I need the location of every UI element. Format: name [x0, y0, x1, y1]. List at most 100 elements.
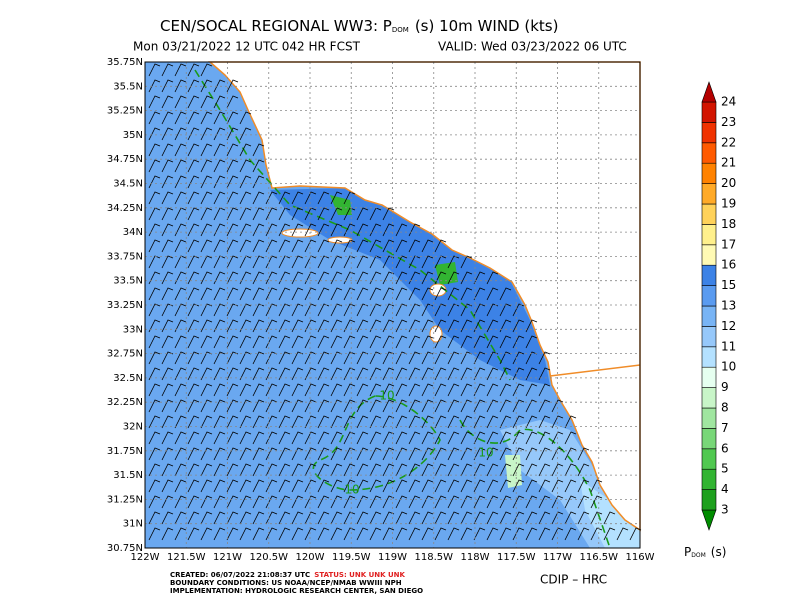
wind-barb: [278, 303, 291, 317]
colorbar-box: [701, 346, 717, 368]
wind-barb: [304, 287, 317, 301]
valid-time: VALID: Wed 03/23/2022 06 UTC: [438, 40, 627, 54]
wind-barb: [356, 319, 369, 333]
wind-barb: [434, 351, 447, 365]
wind-barb: [265, 511, 278, 525]
wind-barb: [278, 271, 291, 285]
wind-barb: [161, 399, 174, 413]
wind-barb: [213, 399, 226, 413]
wind-barb: [356, 239, 369, 253]
colorbar-box: [701, 101, 717, 123]
wind-barb: [382, 303, 395, 317]
wind-barb: [564, 527, 577, 541]
colorbar-level: 16: [721, 258, 736, 272]
wind-barb: [187, 95, 200, 109]
wind-barb: [291, 399, 304, 413]
wind-barb: [317, 479, 330, 493]
wind-barb: [499, 447, 512, 461]
wind-barb: [226, 335, 239, 349]
wind-barb: [538, 447, 551, 461]
green-patch: [505, 455, 522, 488]
wind-barb: [538, 463, 551, 477]
wind-barb: [200, 63, 213, 77]
lat-label: 32N: [123, 422, 143, 433]
wind-barb: [213, 287, 226, 301]
wind-barb: [187, 79, 200, 93]
wind-barb: [174, 335, 187, 349]
wind-barb: [265, 223, 278, 237]
wind-barb: [148, 447, 161, 461]
wind-barb: [278, 527, 291, 541]
wind-barb: [460, 479, 473, 493]
colorbar-level: 6: [721, 441, 729, 455]
contour-label: 10: [478, 446, 493, 460]
wind-barb: [304, 463, 317, 477]
wind-barb: [408, 511, 421, 525]
wind-barb: [317, 255, 330, 269]
wind-barb: [434, 447, 447, 461]
wind-barb: [525, 527, 538, 541]
lon-label: 117W: [543, 552, 572, 563]
lat-label: 34.75N: [107, 154, 143, 165]
wind-barb: [239, 239, 252, 253]
wind-barb: [317, 319, 330, 333]
wind-barb: [174, 143, 187, 157]
cb-label-post: (s): [711, 545, 727, 559]
lat-label: 35.5N: [113, 81, 143, 92]
wind-barb: [252, 255, 265, 269]
wind-barb: [330, 223, 343, 237]
wind-barb: [317, 495, 330, 509]
wind-barb: [512, 335, 525, 349]
wind-barb: [369, 463, 382, 477]
wind-barb: [330, 191, 343, 205]
wind-barb: [304, 191, 317, 205]
lon-label: 121W: [213, 552, 242, 563]
wind-barb: [252, 479, 265, 493]
wind-barb: [382, 527, 395, 541]
wind-barb: [148, 127, 161, 141]
colorbar-level: 24: [721, 95, 736, 109]
wind-barb: [200, 415, 213, 429]
colorbar-triangle: [701, 509, 717, 531]
wind-barb: [252, 431, 265, 445]
wind-barb: [226, 127, 239, 141]
wind-barb: [395, 479, 408, 493]
wind-barb: [369, 367, 382, 381]
wind-barb: [213, 239, 226, 253]
lat-label: 34.25N: [107, 203, 143, 214]
cb-label-sub: DOM: [691, 552, 706, 559]
wind-barb: [382, 447, 395, 461]
wind-barb: [395, 239, 408, 253]
wind-barb: [187, 351, 200, 365]
colorbar-box: [701, 183, 717, 205]
wind-barb: [200, 239, 213, 253]
wind-barb: [499, 351, 512, 365]
colorbar-box: [701, 407, 717, 429]
colorbar-level: 18: [721, 217, 736, 231]
wind-barb: [252, 495, 265, 509]
wind-barb: [330, 447, 343, 461]
wind-barb: [512, 351, 525, 365]
wind-barb: [473, 367, 486, 381]
wind-barb: [161, 223, 174, 237]
wind-barb: [187, 511, 200, 525]
wind-barb: [148, 159, 161, 173]
wind-barb: [278, 287, 291, 301]
lat-label: 31N: [123, 519, 143, 530]
wind-barb: [538, 511, 551, 525]
wind-barb: [226, 223, 239, 237]
wind-barb: [434, 511, 447, 525]
wind-barb: [252, 191, 265, 205]
colorbar-level: 15: [721, 278, 736, 292]
wind-barb: [369, 383, 382, 397]
wind-barb: [213, 335, 226, 349]
colorbar-box: [701, 224, 717, 246]
wind-barb: [590, 527, 603, 541]
wind-barb: [447, 463, 460, 477]
lat-label: 33.75N: [107, 251, 143, 262]
wind-barb: [226, 447, 239, 461]
wind-barb: [499, 367, 512, 381]
wind-barb: [421, 527, 434, 541]
footer-boundary: BOUNDARY CONDITIONS: US NOAA/NCEP/NMAB W…: [170, 579, 402, 587]
wind-barb: [577, 511, 590, 525]
